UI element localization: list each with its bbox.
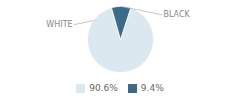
svg-text:WHITE: WHITE (46, 20, 72, 29)
html-text:9.4%: 9.4% (140, 83, 164, 93)
html-text:90.6%: 90.6% (89, 83, 118, 93)
svg-text:BLACK: BLACK (163, 10, 190, 19)
